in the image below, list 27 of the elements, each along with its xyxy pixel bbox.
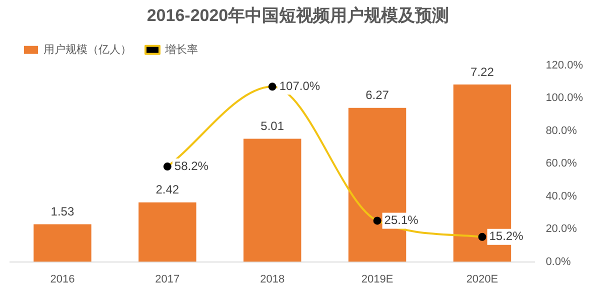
bar <box>34 224 92 262</box>
x-tick-label: 2018 <box>260 273 285 286</box>
x-tick-label: 2020E <box>466 273 498 286</box>
data-label: 6.27 <box>366 88 390 102</box>
y2-tick-label: 100.0% <box>546 92 584 104</box>
x-tick-label: 2016 <box>50 273 75 286</box>
y2-tick-label: 0.0% <box>546 256 571 268</box>
y2-tick-label: 80.0% <box>546 124 578 137</box>
x-tick-label: 2019E <box>361 273 394 286</box>
data-label: 1.53 <box>50 204 74 219</box>
data-label: 58.2% <box>174 158 209 173</box>
data-label: 25.1% <box>384 213 419 228</box>
chart-title: 2016-2020年中国短视频用户规模及预测 <box>146 6 450 25</box>
x-tick-label: 2017 <box>155 273 180 286</box>
data-label: 5.01 <box>260 119 284 134</box>
data-label: 107.0% <box>279 78 320 93</box>
y2-tick-label: 120.0% <box>546 59 584 72</box>
legend-label: 用户规模（亿人） <box>44 42 132 56</box>
bar <box>138 202 196 262</box>
legend-label: 增长率 <box>164 42 198 56</box>
y2-tick-label: 20.0% <box>546 223 578 236</box>
y2-tick-label: 60.0% <box>546 158 578 170</box>
data-label: 2.42 <box>156 182 180 197</box>
bar <box>243 138 302 262</box>
data-label: 15.2% <box>489 229 524 244</box>
data-label: 7.22 <box>470 64 494 79</box>
y2-tick-label: 40.0% <box>546 190 578 202</box>
